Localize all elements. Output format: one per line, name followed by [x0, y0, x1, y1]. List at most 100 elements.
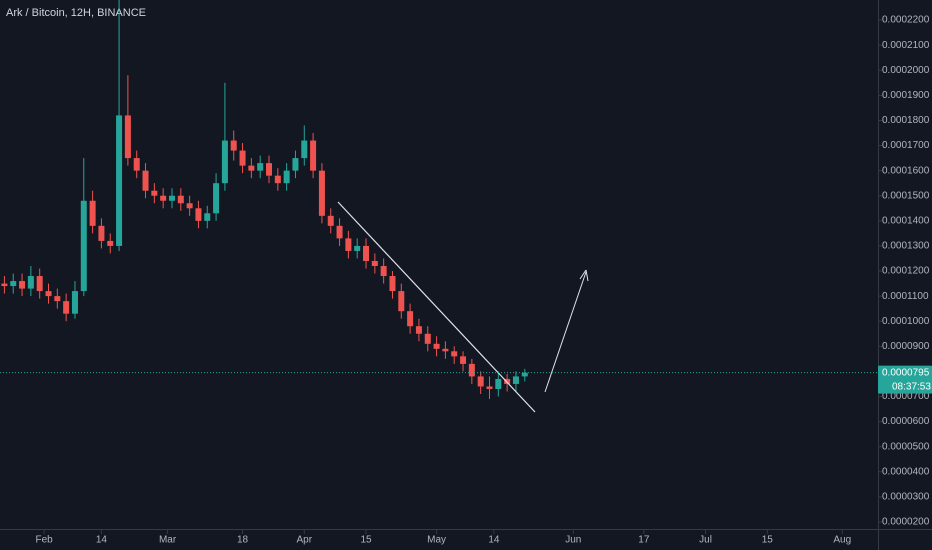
candle-body	[168, 195, 175, 201]
arrow-line	[544, 271, 587, 393]
y-tick-label: 0.0001600	[882, 165, 930, 176]
candle-body	[124, 115, 131, 159]
candle-body	[195, 208, 202, 221]
y-tick-label: 0.0000500	[882, 441, 930, 452]
candle-body	[98, 225, 105, 241]
candle-body	[301, 140, 308, 159]
x-tick-label: 15	[762, 535, 774, 546]
candle-body	[424, 333, 431, 344]
candle-body	[292, 158, 299, 171]
candle-body	[442, 348, 449, 352]
candle-body	[142, 170, 149, 191]
y-tick-label: 0.0002200	[882, 15, 930, 26]
candle-body	[433, 343, 440, 349]
trend-line	[337, 201, 536, 413]
x-tick-label: 14	[96, 535, 108, 546]
candle-body	[107, 240, 114, 246]
candle-body	[451, 351, 458, 357]
candle-body	[10, 281, 17, 287]
candle-body	[133, 158, 140, 171]
candle-body	[363, 245, 370, 261]
candle-body	[230, 140, 237, 151]
candle-body	[177, 195, 184, 204]
candle-body	[354, 245, 361, 251]
candle-body	[336, 225, 343, 239]
candle-body	[257, 163, 264, 171]
candle-body	[36, 276, 43, 292]
y-tick-label: 0.0000900	[882, 341, 930, 352]
candle-body	[63, 301, 70, 314]
candle-body	[213, 183, 220, 214]
x-tick-label: Jul	[699, 535, 712, 546]
candle-body	[398, 291, 405, 312]
candle-body	[204, 213, 211, 221]
y-tick-label: 0.0000200	[882, 517, 930, 528]
candle-body	[283, 170, 290, 184]
y-tick-label: 0.0001000	[882, 316, 930, 327]
plot	[1, 0, 528, 400]
x-tick-label: 17	[638, 535, 650, 546]
y-tick-label: 0.0000600	[882, 416, 930, 427]
candle-body	[45, 291, 52, 297]
x-tick-label: Feb	[35, 535, 53, 546]
candle-body	[310, 140, 317, 171]
candle-body	[460, 356, 467, 364]
y-tick-label: 0.0002000	[882, 65, 930, 76]
y-tick-label: 0.0001800	[882, 115, 930, 126]
candle-body	[19, 281, 26, 289]
y-tick-label: 0.0001400	[882, 215, 930, 226]
y-tick-label: 0.0000400	[882, 466, 930, 477]
candle-body	[151, 190, 158, 196]
candle-body	[371, 260, 378, 267]
candle-body	[389, 276, 396, 292]
candle-body	[415, 326, 422, 334]
x-tick-label: 15	[360, 535, 372, 546]
candle-body	[327, 215, 334, 226]
y-tick-label: 0.0000300	[882, 492, 930, 503]
chart-title: Ark / Bitcoin, 12H, BINANCE	[6, 7, 146, 19]
x-tick-label: Aug	[833, 535, 851, 546]
y-tick-label: 0.0001700	[882, 140, 930, 151]
candle-body	[318, 170, 325, 216]
x-tick-label: Jun	[565, 535, 581, 546]
last-price-label: 0.0000795	[882, 367, 930, 378]
last-price-box	[878, 365, 932, 394]
candle-body	[495, 378, 502, 389]
candle-body	[486, 386, 493, 389]
countdown-label: 08:37:53	[892, 381, 931, 392]
candle-body	[345, 238, 352, 251]
arrow-head	[579, 269, 589, 282]
candle-body	[274, 175, 281, 184]
candle-body	[71, 291, 78, 314]
candle-body	[1, 283, 8, 287]
candle-body	[221, 140, 228, 184]
candle-body	[54, 296, 61, 302]
candle-body	[266, 163, 273, 176]
candle-body	[521, 372, 528, 377]
y-tick-label: 0.0001200	[882, 266, 930, 277]
candle-body	[186, 203, 193, 209]
y-tick-label: 0.0001300	[882, 241, 930, 252]
x-tick-label: 18	[237, 535, 249, 546]
x-tick-label: Mar	[159, 535, 177, 546]
candle-body	[116, 115, 123, 246]
candle-body	[80, 200, 87, 292]
candle-body	[160, 195, 167, 201]
candle-body	[248, 165, 255, 171]
candle-body	[407, 311, 414, 327]
x-tick-label: May	[427, 535, 446, 546]
y-tick-label: 0.0001500	[882, 190, 930, 201]
candle-body	[27, 276, 34, 289]
candle-body	[239, 150, 246, 166]
y-tick-label: 0.0001900	[882, 90, 930, 101]
y-tick-label: 0.0001100	[882, 291, 929, 302]
candle-body	[512, 376, 519, 384]
y-tick-label: 0.0002100	[882, 40, 930, 51]
candle-body	[477, 376, 484, 387]
candle-body	[468, 363, 475, 377]
x-tick-label: 14	[488, 535, 500, 546]
y-tick-label: 0.0000700	[882, 391, 930, 402]
x-tick-label: Apr	[296, 535, 312, 546]
